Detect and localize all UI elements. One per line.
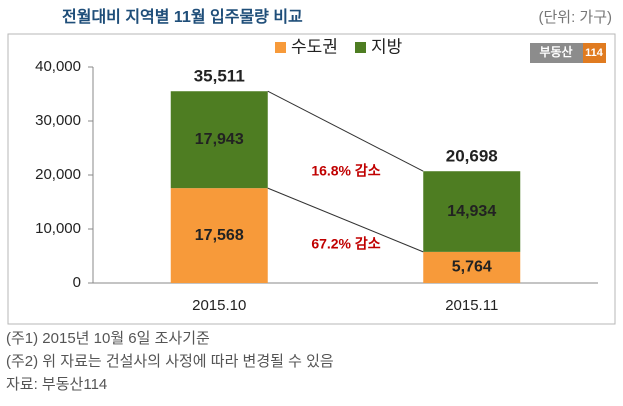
connector — [267, 90, 424, 172]
y-tick-label: 10,000 — [35, 220, 81, 237]
value-label: 5,764 — [452, 259, 492, 276]
note: (주2) 위 자료는 건설사의 사정에 따라 변경될 수 있음 — [6, 353, 334, 370]
chart-frame — [7, 33, 616, 325]
logo: 114 — [585, 47, 604, 59]
legend-label: 지방 — [371, 37, 403, 56]
legend-swatch — [275, 42, 286, 53]
annotation: 16.8% 감소 — [311, 163, 380, 179]
chart-title: 전월대비 지역별 11월 입주물량 비교 — [62, 7, 303, 26]
bar-segment — [423, 251, 521, 283]
note: 자료: 부동산114 — [6, 376, 107, 393]
value-label: 17,568 — [195, 227, 244, 244]
legend-label: 수도권 — [291, 37, 338, 56]
annotation: 67.2% 감소 — [311, 236, 380, 252]
bar-segment — [170, 188, 268, 283]
bar-segment — [170, 91, 268, 189]
y-tick-label: 20,000 — [35, 166, 81, 183]
logo: 부동산 — [539, 44, 572, 59]
connector — [267, 187, 424, 253]
unit-label: (단위: 가구) — [538, 9, 612, 26]
total-label: 20,698 — [446, 147, 498, 166]
legend-swatch — [355, 42, 366, 53]
x-tick-label: 2015.11 — [445, 297, 498, 314]
logo-box-accent — [583, 43, 606, 63]
bar-segment — [423, 171, 521, 252]
y-tick-label: 30,000 — [35, 112, 81, 129]
y-tick-label: 40,000 — [35, 58, 81, 75]
x-tick-label: 2015.10 — [192, 297, 246, 314]
note: (주1) 2015년 10월 6일 조사기준 — [6, 330, 210, 347]
total-label: 35,511 — [194, 67, 245, 86]
value-label: 14,934 — [447, 203, 496, 220]
y-tick-label: 0 — [73, 274, 81, 291]
value-label: 17,943 — [195, 131, 244, 148]
